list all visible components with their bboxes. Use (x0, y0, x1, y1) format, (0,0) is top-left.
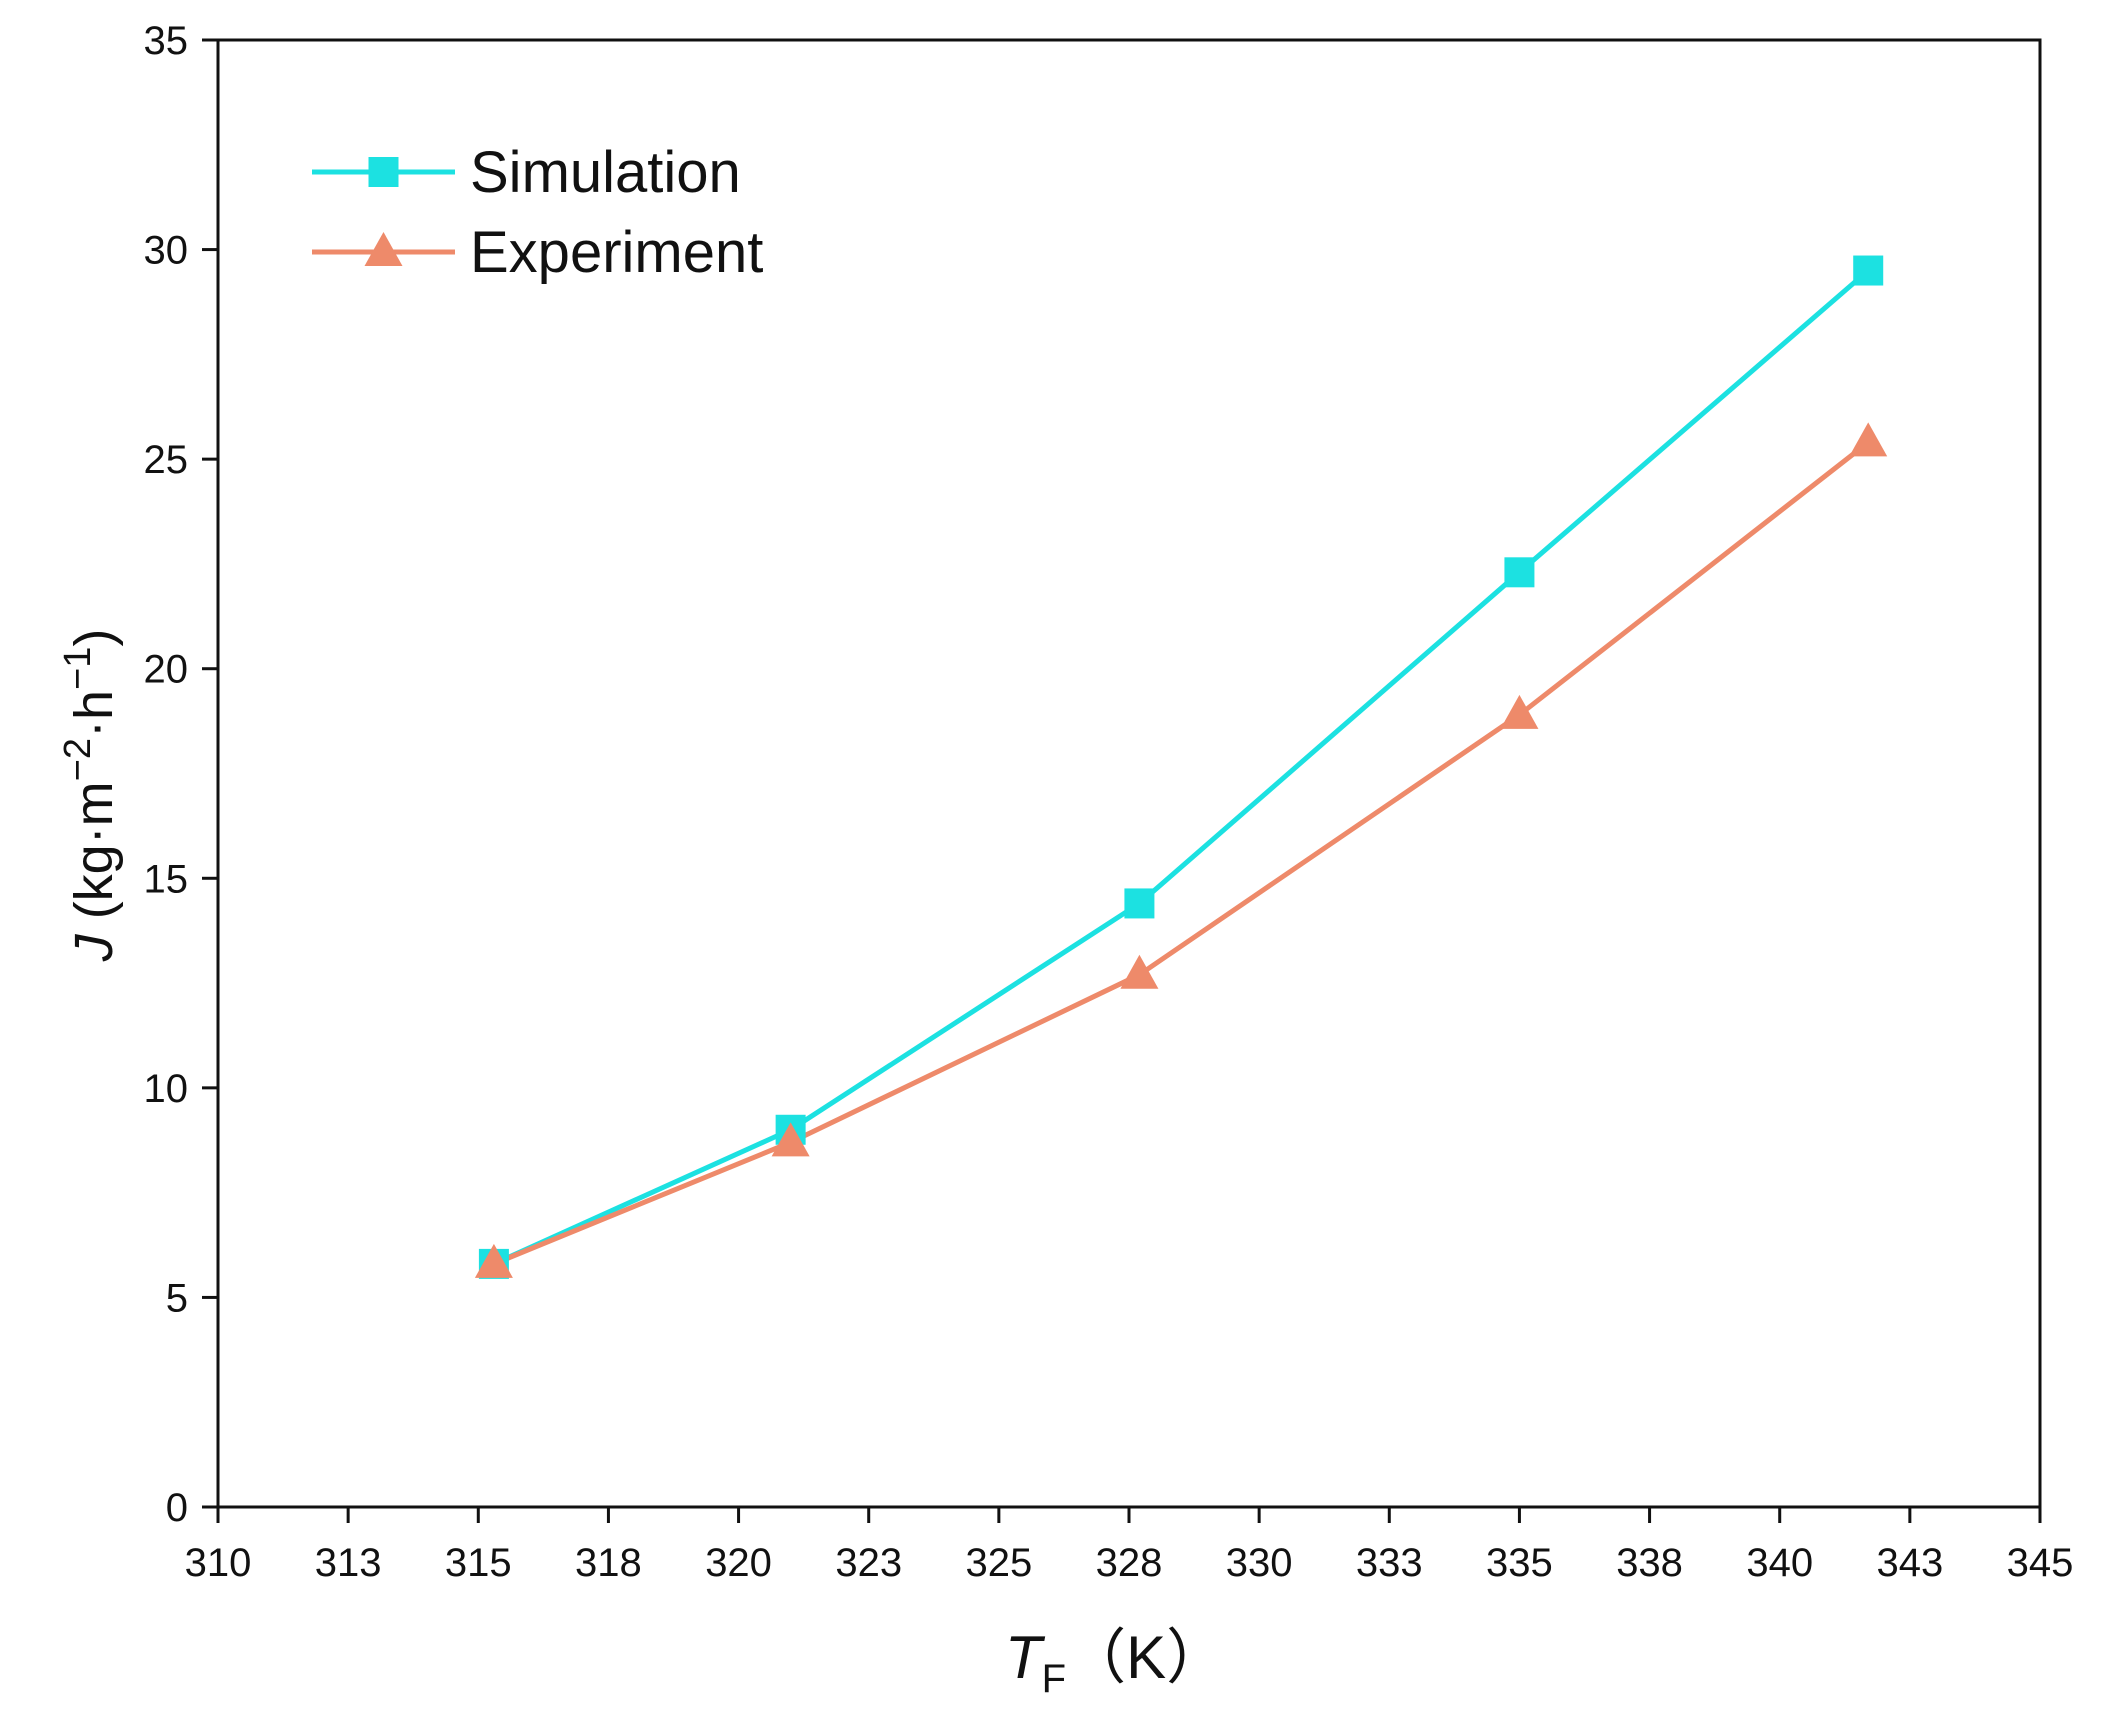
y-tick-label: 0 (166, 1486, 188, 1530)
x-tick-label: 313 (315, 1541, 382, 1585)
simulation-data-point (1853, 255, 1884, 286)
simulation-data-point (1504, 557, 1535, 588)
x-tick-label: 330 (1226, 1541, 1293, 1585)
experiment-data-point (771, 1122, 810, 1157)
legend: Simulation Experiment (312, 140, 763, 285)
x-tick-label: 323 (835, 1541, 902, 1585)
legend-label-experiment: Experiment (470, 220, 763, 285)
experiment-data-point (1120, 954, 1159, 989)
x-tick-label: 340 (1746, 1541, 1813, 1585)
x-tick-label: 343 (1876, 1541, 1943, 1585)
x-tick-label: 315 (445, 1541, 512, 1585)
axis-titles: J (kg·m−2·h−1) TF（K） (57, 629, 1226, 1701)
x-tick-label: 325 (965, 1541, 1032, 1585)
x-tick-label: 335 (1486, 1541, 1553, 1585)
x-tick-label: 328 (1096, 1541, 1163, 1585)
x-axis-title: TF（K） (1005, 1624, 1226, 1701)
series-layer (474, 255, 1888, 1279)
x-tick-label: 338 (1616, 1541, 1683, 1585)
y-tick-label: 35 (144, 19, 189, 63)
y-tick-label: 30 (144, 229, 189, 273)
legend-marker-experiment (364, 232, 403, 266)
x-tick-label: 318 (575, 1541, 642, 1585)
x-tick-label: 310 (185, 1541, 252, 1585)
y-axis-title: J (kg·m−2·h−1) (57, 629, 124, 963)
simulation-data-point (1124, 888, 1155, 919)
y-tick-label: 25 (144, 438, 189, 482)
x-tick-label: 320 (705, 1541, 772, 1585)
experiment-data-point (474, 1243, 513, 1278)
y-tick-label: 15 (144, 857, 189, 901)
x-tick-label: 345 (2007, 1541, 2074, 1585)
experiment-data-point (1500, 694, 1539, 729)
y-tick-label: 10 (144, 1067, 189, 1111)
simulation-series-line (492, 268, 1870, 1267)
x-tick-label: 333 (1356, 1541, 1423, 1585)
experiment-series-line (492, 440, 1870, 1267)
y-tick-label: 20 (144, 648, 189, 692)
y-tick-label: 5 (166, 1276, 188, 1320)
plot-area: 310 313 315 318 320 323 325 328 330 333 335 338 340 3… (144, 19, 2074, 1585)
legend-marker-simulation (368, 157, 399, 187)
legend-label-simulation: Simulation (470, 140, 741, 205)
experiment-data-point (1849, 422, 1888, 457)
